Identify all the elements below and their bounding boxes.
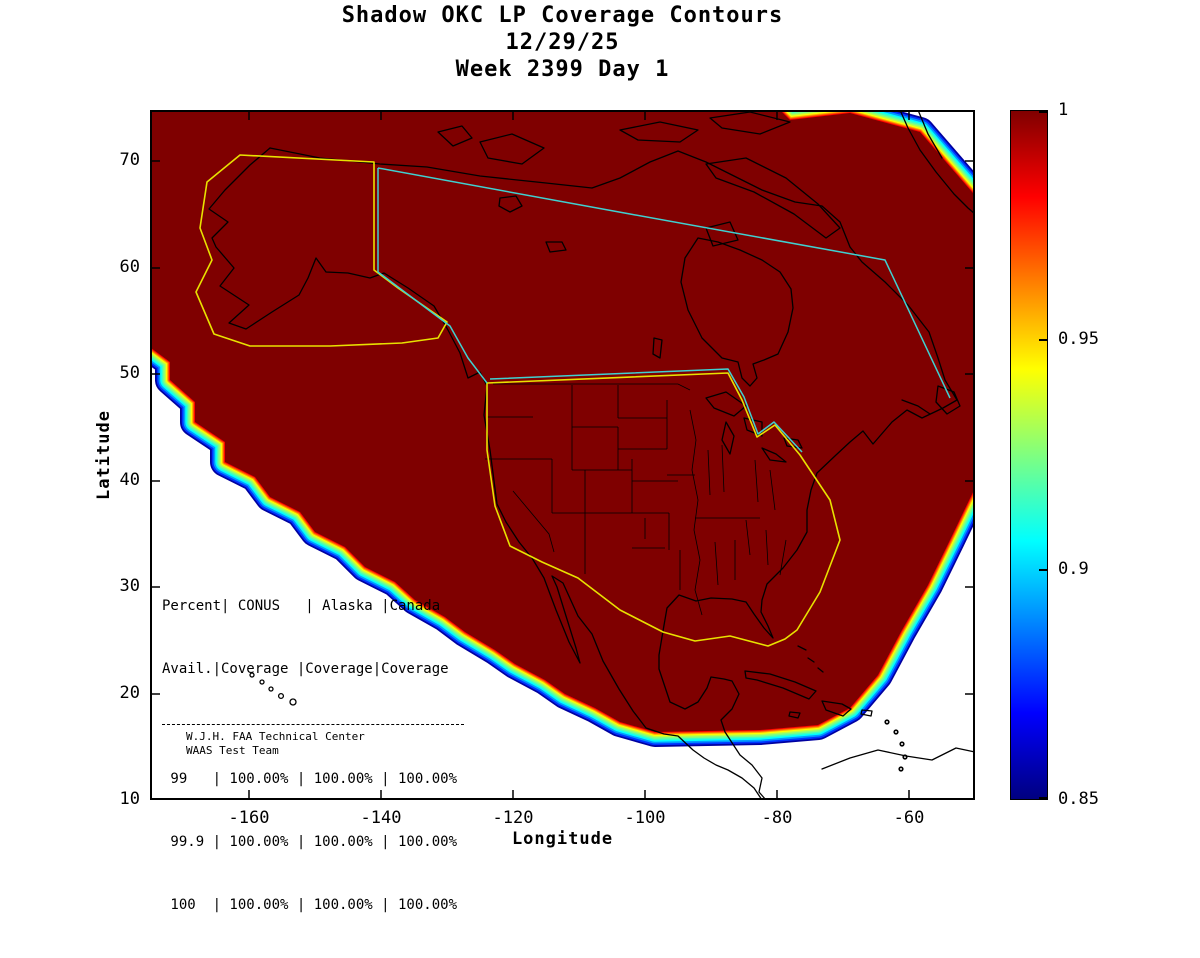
y-tick-label: 40	[119, 470, 140, 490]
coast-arctic-atlantic-gulf	[269, 147, 958, 800]
x-tick-label: -80	[761, 808, 793, 828]
x-tick-label: -100	[624, 808, 666, 828]
x-tick-label: -120	[492, 808, 534, 828]
chart-title-line2: 12/29/25	[505, 30, 620, 55]
us-canada-border-line	[489, 368, 803, 453]
alaska-boundary	[195, 154, 448, 347]
colorbar-tick-label: 0.9	[1058, 559, 1089, 579]
southampton-island	[705, 221, 739, 247]
conus-boundary	[486, 372, 841, 647]
lake-winnipeg	[652, 337, 663, 359]
lake-michigan	[721, 421, 735, 455]
availability-row: 100 | 100.00% | 100.00% | 100.00%	[162, 897, 458, 913]
coastlines	[208, 110, 975, 800]
island-dot	[902, 754, 908, 760]
great-bear-lake	[498, 195, 523, 213]
coast-caribbean-south	[821, 747, 975, 770]
x-tick-marks	[248, 110, 910, 800]
plot-border	[150, 110, 975, 800]
credit-block: W.J.H. FAA Technical Center WAAS Test Te…	[186, 730, 365, 758]
x-tick-label: -140	[360, 808, 402, 828]
x-axis-label: Longitude	[511, 829, 614, 849]
credit-line2: WAAS Test Team	[186, 744, 279, 757]
y-tick-label: 30	[119, 576, 140, 596]
colorbar-tick-label: 1	[1058, 100, 1069, 120]
hawaiian-islands	[249, 672, 297, 706]
island-dot	[268, 686, 274, 692]
colorbar-tick-mark	[1039, 797, 1047, 799]
y-tick-label: 10	[119, 789, 140, 809]
y-tick-marks	[150, 160, 975, 695]
colorbar-tick-mark	[1039, 339, 1047, 341]
state-borders	[485, 383, 787, 616]
puerto-rico	[860, 709, 873, 717]
availability-row: 99 | 100.00% | 100.00% | 100.00%	[162, 771, 458, 787]
chart-title-line1: Shadow OKC LP Coverage Contours	[341, 3, 784, 28]
banks-island	[437, 125, 473, 147]
ellesmere-island	[709, 111, 791, 135]
plot-area: Percent| CONUS | Alaska |Canada Avail.|C…	[150, 110, 975, 913]
y-tick-label: 60	[119, 257, 140, 277]
canada-diagonal-boundary	[377, 167, 951, 399]
x-tick-label: -60	[893, 808, 925, 828]
newfoundland-island	[935, 385, 961, 415]
availability-row: 99.9 | 100.00% | 100.00% | 100.00%	[162, 834, 458, 850]
greenland-coast	[899, 110, 975, 215]
hispaniola	[821, 700, 852, 717]
victoria-island	[479, 133, 545, 165]
alaska-border-coast-line	[377, 168, 488, 384]
greenland-inner	[917, 110, 943, 159]
island-dot	[289, 698, 297, 706]
chart-title-line3: Week 2399 Day 1	[455, 57, 670, 82]
island-dot	[259, 679, 265, 685]
jamaica	[788, 711, 801, 719]
axis-tick-marks	[150, 110, 975, 800]
credit-line1: W.J.H. FAA Technical Center	[186, 730, 365, 743]
colorbar-tick-label: 0.95	[1058, 329, 1099, 349]
y-tick-label: 50	[119, 363, 140, 383]
waas-boundary-yellow	[195, 154, 841, 647]
lake-huron	[743, 417, 763, 437]
island-dot	[893, 729, 899, 735]
table-separator	[162, 724, 464, 725]
colorbar-tick-mark	[1039, 111, 1047, 113]
y-tick-label: 20	[119, 683, 140, 703]
figure-canvas: { "title": { "line1": "Shadow OKC LP Cov…	[94, 2, 1099, 913]
coast-west-pacific	[208, 147, 763, 800]
coverage-map	[150, 110, 975, 800]
colorbar-tick-label: 0.85	[1058, 789, 1099, 809]
hudson-bay	[680, 237, 794, 387]
lake-superior	[705, 391, 747, 417]
colorbar	[1010, 110, 1048, 800]
gulf-st-lawrence	[901, 399, 931, 415]
lesser-antilles	[884, 719, 908, 772]
chart-title-block: Shadow OKC LP Coverage Contours 12/29/25…	[150, 2, 975, 83]
availability-header-row1: Percent| CONUS | Alaska |Canada	[162, 598, 441, 614]
island-dot	[899, 741, 905, 747]
y-axis-label: Latitude	[94, 410, 114, 500]
lake-erie	[761, 447, 787, 463]
bahamas	[797, 645, 824, 673]
island-dot	[884, 719, 890, 725]
availability-header-row2: Avail.|Coverage |Coverage|Coverage	[162, 661, 449, 677]
great-slave-lake	[545, 241, 567, 253]
state-border-lines	[485, 383, 787, 616]
cuba	[744, 670, 817, 700]
lake-ontario	[783, 437, 803, 449]
baffin-island	[705, 157, 841, 239]
colorbar-tick-mark	[1039, 569, 1047, 571]
y-tick-label: 70	[119, 150, 140, 170]
island-dot	[277, 692, 285, 700]
island-dot	[249, 672, 255, 678]
island-dot	[898, 766, 904, 772]
x-tick-label: -160	[228, 808, 270, 828]
devon-island	[619, 121, 699, 143]
waas-boundary-cyan	[377, 167, 951, 453]
